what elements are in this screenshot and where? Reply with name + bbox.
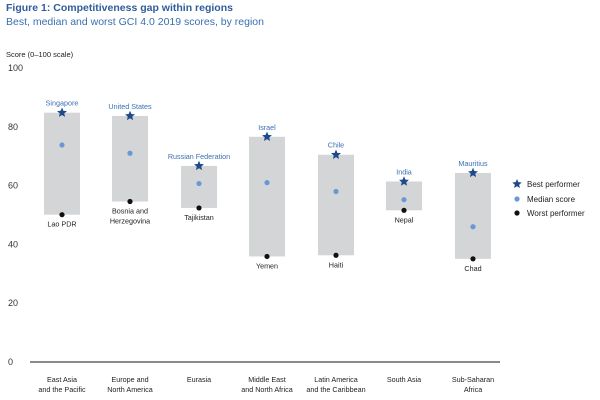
best-point-star (57, 107, 67, 117)
legend-entry: Worst performer (527, 209, 585, 218)
best-point-star (125, 110, 135, 121)
best-performer-label: Singapore (46, 99, 79, 108)
best-point-star (262, 131, 272, 141)
x-category-label: Africa (464, 385, 482, 394)
legend-worst-dot (514, 210, 520, 216)
median-point (127, 150, 133, 156)
best-performer-label: Israel (258, 123, 276, 132)
x-category-label: and North Africa (241, 385, 293, 394)
worst-point (401, 207, 407, 213)
worst-point (59, 212, 65, 218)
range-bar (455, 172, 491, 259)
best-point-star (331, 149, 341, 159)
x-category-label: Eurasia (187, 375, 211, 384)
worst-point (196, 205, 202, 211)
y-axis-label: Score (0–100 scale) (6, 50, 74, 59)
worst-performer-label: Herzegovina (110, 216, 150, 225)
worst-performer-label: Chad (464, 264, 481, 273)
x-category-label: and the Caribbean (306, 385, 365, 394)
legend-entry: Best performer (527, 180, 580, 189)
best-point-star (399, 176, 409, 186)
range-bar (181, 165, 217, 208)
worst-performer-label: Yemen (256, 261, 278, 270)
x-category-label: Sub-Saharan (452, 375, 494, 384)
x-category-label: Europe and (111, 375, 148, 384)
best-performer-label: India (396, 167, 412, 176)
x-category-label: East Asia (47, 375, 77, 384)
worst-point (127, 198, 133, 205)
median-point (470, 224, 476, 230)
y-tick-label: 100 (8, 63, 23, 73)
y-tick-label: 20 (8, 298, 18, 308)
x-category-label: South Asia (387, 375, 421, 384)
worst-point (470, 256, 476, 262)
best-performer-label: Mauritius (458, 159, 488, 168)
best-performer-label: Russian Federation (168, 152, 230, 161)
x-category-label: Latin America (314, 375, 358, 384)
range-bar (249, 136, 285, 257)
range-bar (318, 154, 354, 256)
y-tick-label: 40 (8, 239, 18, 249)
worst-point (333, 252, 339, 258)
y-tick-label: 0 (8, 357, 13, 367)
legend-entry: Median score (527, 195, 576, 204)
worst-point (264, 253, 270, 260)
worst-performer-label: Lao PDR (47, 220, 76, 229)
median-point (264, 180, 270, 186)
best-point-star (194, 160, 204, 171)
y-tick-label: 60 (8, 181, 18, 191)
worst-performer-label: Haiti (329, 260, 344, 269)
median-point (333, 188, 339, 195)
worst-performer-label: Tajikistan (184, 213, 214, 222)
best-performer-label: United States (108, 102, 152, 111)
range-bar (44, 112, 80, 215)
chart-title: Figure 1: Competitiveness gap within reg… (6, 2, 233, 14)
median-point (401, 197, 407, 203)
median-point (59, 142, 65, 148)
x-category-label: North America (107, 385, 153, 394)
worst-performer-label: Bosnia and (112, 206, 148, 215)
best-performer-label: Chile (328, 141, 344, 150)
chart-subtitle: Best, median and worst GCI 4.0 2019 scor… (6, 16, 264, 28)
range-bar (112, 115, 148, 202)
median-point (196, 180, 202, 187)
x-category-label: Middle East (248, 375, 286, 384)
best-point-star (468, 167, 478, 178)
x-category-label: and the Pacific (38, 385, 86, 394)
legend-best-star (512, 179, 522, 189)
y-tick-label: 80 (8, 122, 18, 132)
legend-median-dot (514, 196, 520, 202)
range-bar (386, 181, 422, 211)
worst-performer-label: Nepal (395, 215, 414, 224)
